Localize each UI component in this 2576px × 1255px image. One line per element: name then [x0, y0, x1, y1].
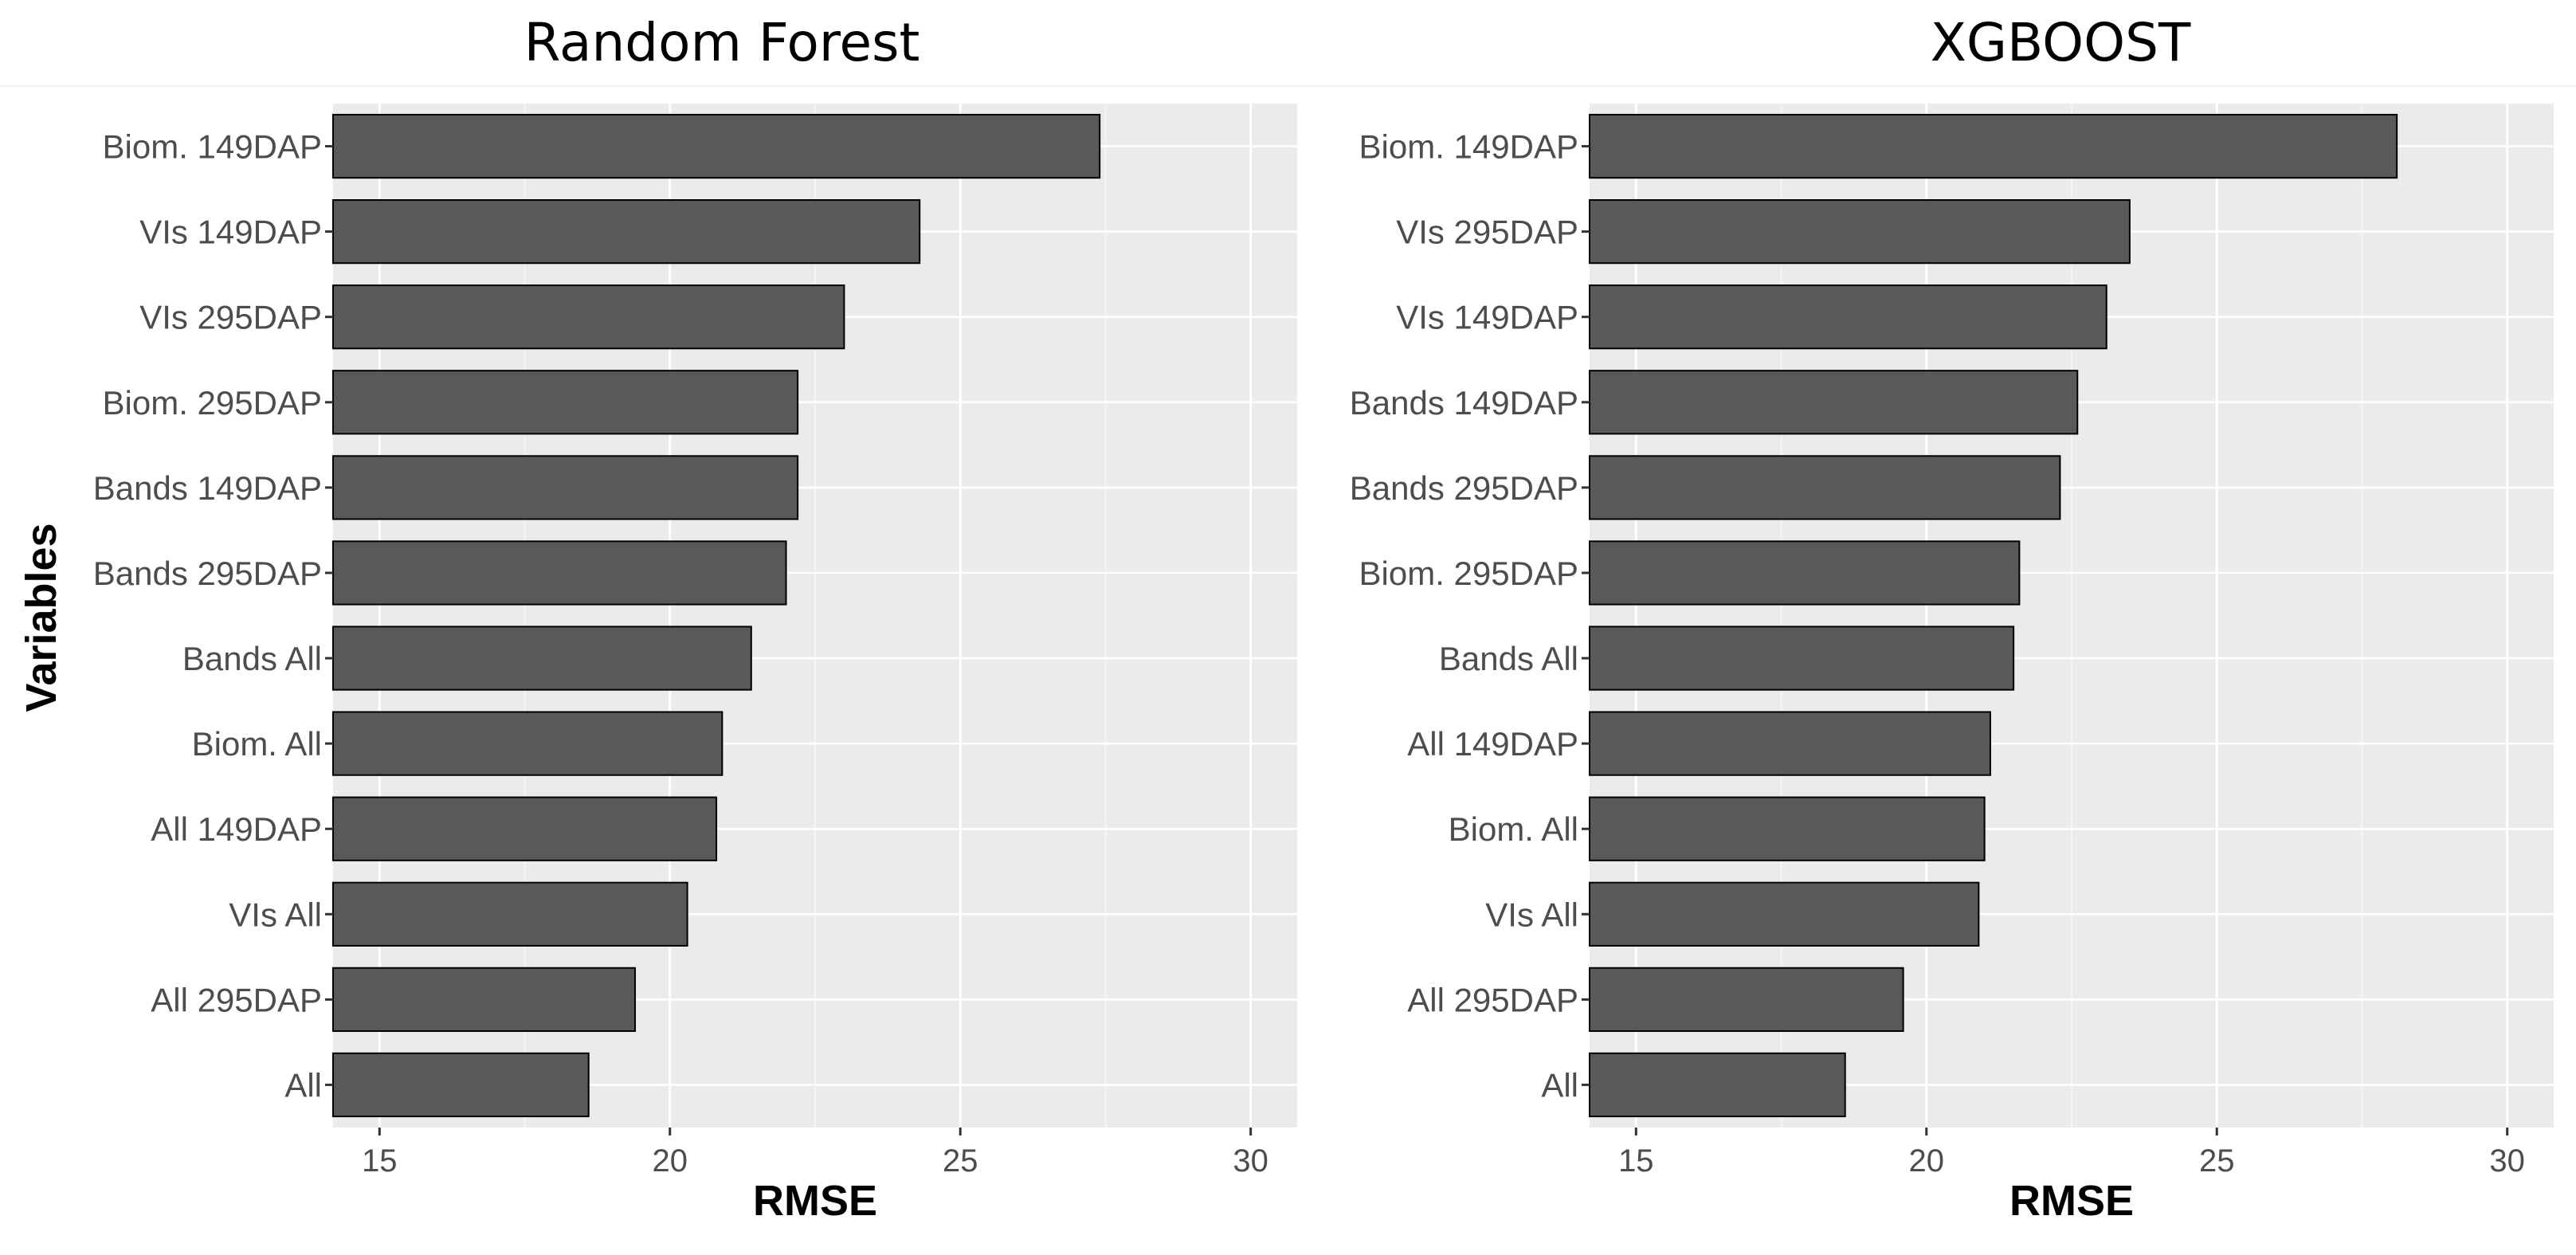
y-tick-label: VIs 149DAP: [1396, 299, 1578, 336]
y-tick-label: Biom. All: [192, 725, 322, 763]
x-tick-label: 15: [1618, 1143, 1654, 1179]
y-tick-label: Bands 149DAP: [93, 469, 322, 507]
panel-title: Random Forest: [524, 12, 920, 73]
y-tick-label: All: [1541, 1066, 1578, 1104]
y-tick-label: Biom. 149DAP: [103, 128, 322, 166]
y-tick-label: Biom. 295DAP: [103, 384, 322, 422]
x-tick-label: 30: [2489, 1143, 2525, 1179]
x-tick-label: 20: [653, 1143, 688, 1179]
y-tick-label: All 295DAP: [1407, 981, 1578, 1018]
x-tick-label: 30: [1233, 1143, 1268, 1179]
bar: [1589, 370, 2079, 435]
bar: [332, 967, 637, 1032]
xgboost-panel: XGBOOST 15 20 25 30 Biom. 149DAP VIs 295DAP VIs…: [1350, 12, 2554, 1225]
x-tick-label: 20: [1909, 1143, 1945, 1179]
x-tick-label: 25: [2199, 1143, 2235, 1179]
y-tick-label: VIs All: [229, 896, 322, 933]
y-tick-label: Bands All: [182, 640, 322, 677]
bar: [1589, 967, 1904, 1032]
bar: [332, 540, 787, 606]
bar: [1589, 881, 1980, 947]
bar: [332, 199, 921, 265]
x-axis-title: RMSE: [2009, 1177, 2134, 1225]
x-axis-title: RMSE: [753, 1177, 877, 1225]
x-tick-label: 15: [362, 1143, 398, 1179]
bar: [1589, 540, 2021, 606]
y-tick-label: VIs 295DAP: [1396, 214, 1578, 251]
y-tick-label: VIs 149DAP: [139, 214, 322, 251]
panel-title: XGBOOST: [1931, 12, 2191, 73]
bar: [1589, 626, 2015, 691]
x-tick-label: 25: [943, 1143, 978, 1179]
random-forest-panel: Random Forest 15 20 25 30 Biom. 149DAP VIs 149…: [93, 12, 1297, 1225]
bar: [1589, 1052, 1846, 1118]
y-tick-label: VIs 295DAP: [139, 299, 322, 336]
bar: [332, 881, 688, 947]
bar: [332, 284, 845, 350]
bar: [332, 796, 718, 861]
y-tick-label: Biom. All: [1449, 810, 1578, 848]
y-tick-label: Bands 295DAP: [93, 555, 322, 592]
y-tick-label: VIs All: [1485, 896, 1578, 933]
bar: [332, 113, 1101, 179]
bar: [332, 455, 799, 520]
y-axis-title: Variables: [18, 523, 65, 712]
bar: [1589, 199, 2131, 265]
y-tick-label: Bands 149DAP: [1350, 384, 1578, 422]
y-tick-label: All 149DAP: [151, 810, 322, 848]
bar: [1589, 284, 2107, 350]
y-tick-label: All 295DAP: [151, 981, 322, 1018]
y-tick-label: Bands All: [1439, 640, 1578, 677]
y-tick-label: Biom. 149DAP: [1359, 128, 1578, 166]
bar: [1589, 711, 1991, 776]
y-tick-label: All 149DAP: [1407, 725, 1578, 763]
y-tick-label: All: [284, 1066, 322, 1104]
bar: [1589, 796, 1986, 861]
bar: [332, 711, 723, 776]
y-tick-label: Bands 295DAP: [1350, 469, 1578, 507]
bar: [1589, 455, 2061, 520]
bar: [332, 626, 752, 691]
bar: [1589, 113, 2398, 179]
y-tick-label: Biom. 295DAP: [1359, 555, 1578, 592]
bar: [332, 1052, 590, 1118]
bar: [332, 370, 799, 435]
